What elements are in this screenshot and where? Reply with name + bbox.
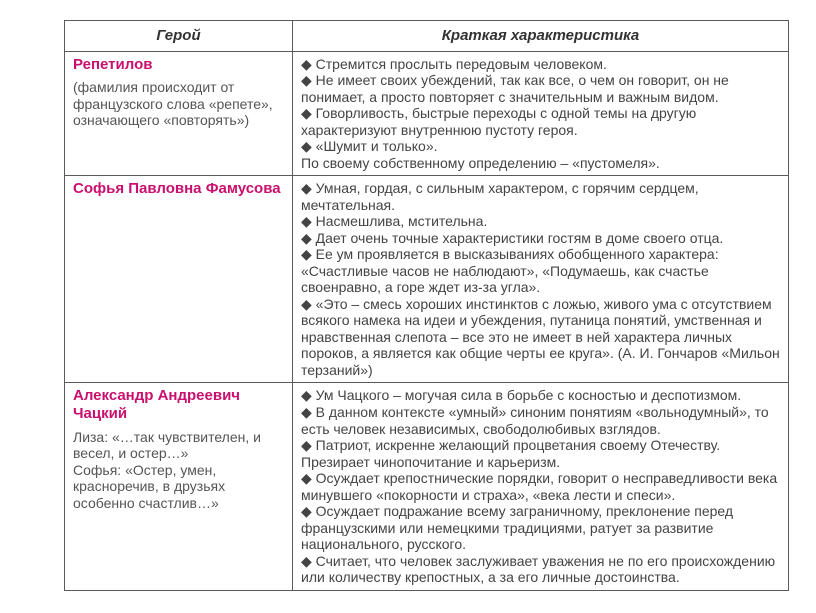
table-row: Александр Андреевич Чацкий Лиза: «…так чу… xyxy=(65,383,789,590)
bullet-point: Считает, что человек заслуживает уважени… xyxy=(301,553,780,586)
table-row: Репетилов (фамилия происходит от французс… xyxy=(65,51,789,176)
description-cell: Умная, гордая, с сильным характером, с г… xyxy=(293,176,789,383)
hero-cell: Репетилов (фамилия происходит от французс… xyxy=(65,51,293,176)
bullet-point: Осуждает крепостнические порядки, говори… xyxy=(301,470,780,503)
bullet-point: Насмешлива, мстительна. xyxy=(301,213,780,230)
bullet-point: Осуждает подражание всему заграничному, … xyxy=(301,503,780,553)
bullet-point: Умная, гордая, с сильным характером, с г… xyxy=(301,180,780,213)
hero-name: Репетилов xyxy=(73,56,284,74)
bullet-point: Говорливость, быстрые переходы с одной т… xyxy=(301,105,780,138)
header-desc: Краткая характеристика xyxy=(293,21,789,52)
bullet-point: Ее ум проявляется в высказываниях обобще… xyxy=(301,246,780,296)
bullet-point: Дает очень точные характеристики гостям … xyxy=(301,230,780,247)
bullet-point: «Это – смесь хороших инстинктов с ложью,… xyxy=(301,296,780,379)
description-cell: Ум Чацкого – могучая сила в борьбе с кос… xyxy=(293,383,789,590)
table-header-row: Герой Краткая характеристика xyxy=(65,21,789,52)
hero-note: (фамилия происходит от французского слов… xyxy=(73,79,284,129)
page: Герой Краткая характеристика Репетилов (ф… xyxy=(0,0,816,611)
hero-note: Лиза: «…так чувствителен, и весел, и ост… xyxy=(73,429,284,512)
plain-point: По своему собственному определению – «пу… xyxy=(301,155,780,172)
header-hero: Герой xyxy=(65,21,293,52)
table-body: Репетилов (фамилия происходит от французс… xyxy=(65,51,789,590)
bullet-point: Ум Чацкого – могучая сила в борьбе с кос… xyxy=(301,387,780,404)
characters-table: Герой Краткая характеристика Репетилов (ф… xyxy=(64,20,789,591)
bullet-point: Стремится прослыть передовым человеком. xyxy=(301,56,780,73)
bullet-point: Патриот, искренне желающий процветания с… xyxy=(301,437,780,470)
description-cell: Стремится прослыть передовым человеком.Н… xyxy=(293,51,789,176)
bullet-point: «Шумит и только». xyxy=(301,138,780,155)
hero-name: Александр Андреевич Чацкий xyxy=(73,387,284,422)
hero-cell: Софья Павловна Фамусова xyxy=(65,176,293,383)
table-row: Софья Павловна Фамусова Умная, гордая, с … xyxy=(65,176,789,383)
hero-cell: Александр Андреевич Чацкий Лиза: «…так чу… xyxy=(65,383,293,590)
bullet-point: В данном контексте «умный» синоним понят… xyxy=(301,404,780,437)
bullet-point: Не имеет своих убеждений, так как все, о… xyxy=(301,72,780,105)
hero-name: Софья Павловна Фамусова xyxy=(73,180,284,198)
